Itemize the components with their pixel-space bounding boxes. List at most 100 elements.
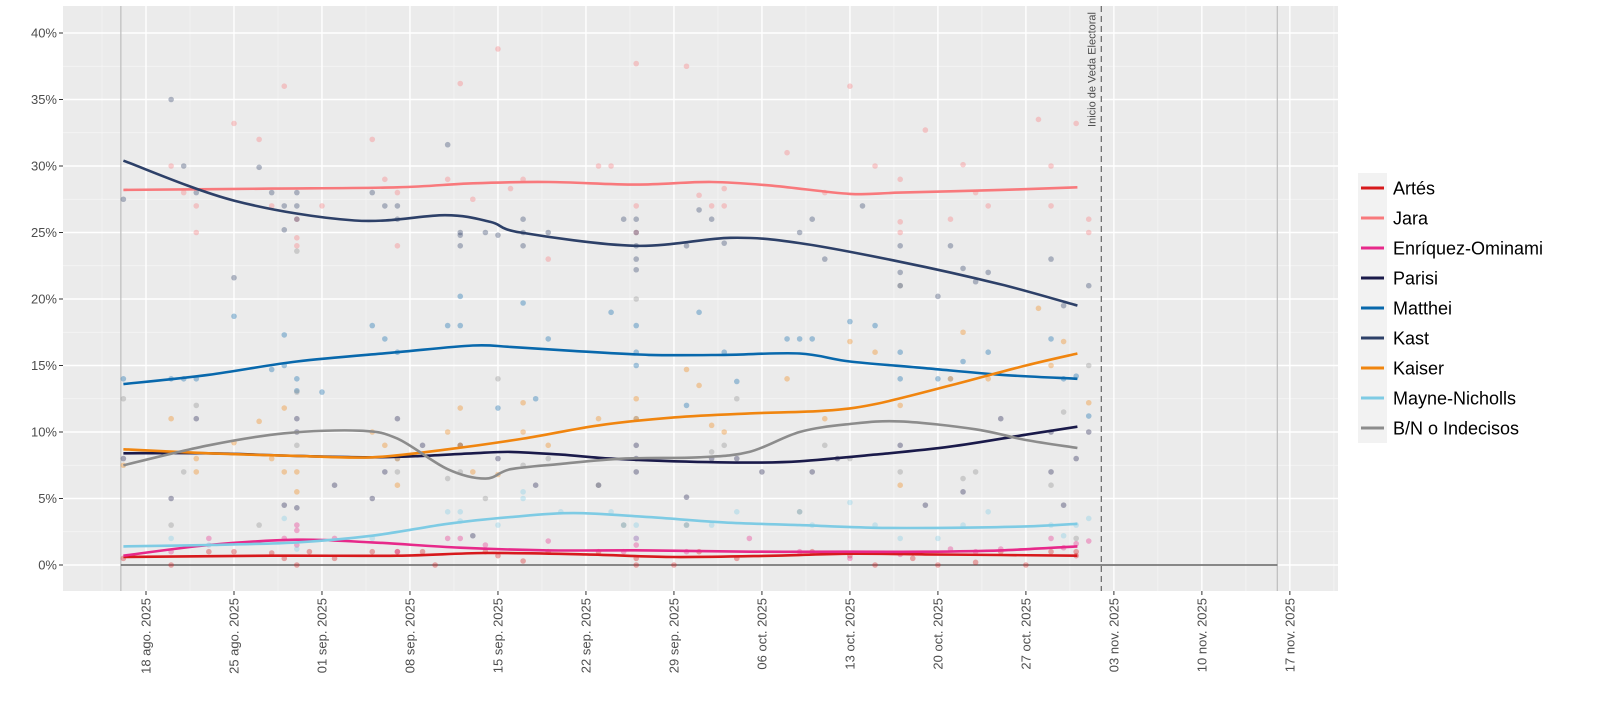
poll-point <box>382 469 388 475</box>
poll-point <box>784 376 790 382</box>
poll-point <box>847 338 853 345</box>
trend-line-b-n-o-indecisos <box>123 419 1078 480</box>
poll-point <box>633 442 640 449</box>
poll-point <box>897 282 903 289</box>
y-tick-label: 10% <box>31 425 57 440</box>
trend-line-art-s <box>123 551 1078 559</box>
poll-point <box>683 63 690 70</box>
poll-point <box>394 482 401 489</box>
poll-point <box>935 562 941 568</box>
poll-point <box>419 548 426 555</box>
poll-point <box>897 349 903 356</box>
poll-point <box>985 349 991 356</box>
poll-point <box>960 475 966 482</box>
poll-point <box>633 266 640 273</box>
poll-point <box>444 429 451 435</box>
poll-point <box>595 163 602 169</box>
poll-point <box>1085 413 1092 419</box>
poll-point <box>1085 538 1092 544</box>
poll-point <box>444 322 451 329</box>
poll-point <box>1060 502 1067 508</box>
poll-point <box>294 189 300 196</box>
poll-point <box>382 442 388 449</box>
poll-point <box>382 176 388 183</box>
poll-point <box>294 442 300 449</box>
legend-label: B/N o Indecisos <box>1393 419 1519 439</box>
poll-point <box>708 422 715 429</box>
poll-point <box>120 196 127 203</box>
poll-point <box>633 535 640 542</box>
poll-point <box>922 502 929 508</box>
poll-point <box>696 309 702 316</box>
poll-point <box>394 203 401 209</box>
poll-point <box>193 415 200 422</box>
poll-point <box>394 243 401 249</box>
poll-point <box>746 535 753 542</box>
poll-point <box>897 376 903 382</box>
legend-label: Artés <box>1393 179 1435 199</box>
poll-point <box>294 243 300 249</box>
poll-point <box>394 415 401 422</box>
poll-point <box>897 402 903 409</box>
poll-point <box>168 535 174 542</box>
poll-point <box>294 562 300 568</box>
poll-point <box>331 482 338 489</box>
poll-point <box>960 329 966 336</box>
x-axis: 18 ago. 2025 25 ago. 2025 01 sep. 2025 08 s… <box>139 591 1297 674</box>
poll-point <box>922 127 929 133</box>
poll-point <box>620 522 627 528</box>
legend-label: Kast <box>1393 329 1429 349</box>
poll-point <box>897 282 903 289</box>
poll-point <box>457 535 464 542</box>
x-tick-label: 03 nov. 2025 <box>1106 598 1121 672</box>
poll-point <box>168 522 174 528</box>
poll-point <box>180 469 187 475</box>
poll-point <box>545 336 552 342</box>
trend-line-kast <box>122 159 1078 307</box>
veda-annotation: Inicio de Veda Electoral <box>1086 12 1098 127</box>
poll-point <box>733 378 740 385</box>
poll-point <box>796 336 803 342</box>
poll-point <box>595 482 602 489</box>
poll-point <box>595 482 602 489</box>
poll-point <box>1073 548 1079 555</box>
trend-line-jara <box>123 180 1078 196</box>
trend-line-kaiser <box>123 352 1078 459</box>
poll-point <box>268 366 275 373</box>
poll-point <box>482 495 489 502</box>
poll-point <box>847 318 853 325</box>
poll-point <box>369 136 376 143</box>
poll-point <box>784 336 790 342</box>
poll-point <box>683 522 690 528</box>
y-axis: 0% 5% 10% 15% 20% 25% 30% 35% 40% <box>31 26 63 573</box>
poll-point <box>382 203 388 209</box>
poll-point <box>633 60 640 67</box>
poll-point <box>520 558 526 564</box>
poll-point <box>633 535 640 542</box>
poll-point <box>633 229 640 236</box>
poll-point <box>1048 482 1054 489</box>
poll-point <box>206 548 212 555</box>
poll-point <box>1035 305 1042 312</box>
poll-point <box>281 332 288 338</box>
poll-point <box>872 349 878 356</box>
poll-point <box>444 141 451 148</box>
poll-point <box>193 229 200 236</box>
poll-point <box>382 336 388 342</box>
poll-point <box>897 269 903 276</box>
poll-point <box>470 532 476 539</box>
poll-point <box>972 559 979 566</box>
poll-point <box>1073 455 1079 462</box>
y-tick-label: 30% <box>31 159 57 174</box>
poll-point <box>444 509 451 515</box>
poll-point <box>319 389 325 395</box>
poll-point <box>633 542 640 548</box>
legend-label: Jara <box>1393 209 1429 229</box>
y-tick-label: 25% <box>31 225 57 240</box>
poll-point <box>281 502 288 508</box>
poll-point <box>394 469 401 475</box>
poll-point <box>281 83 288 89</box>
poll-point <box>545 442 552 449</box>
poll-point <box>444 535 451 542</box>
poll-point <box>683 366 690 373</box>
